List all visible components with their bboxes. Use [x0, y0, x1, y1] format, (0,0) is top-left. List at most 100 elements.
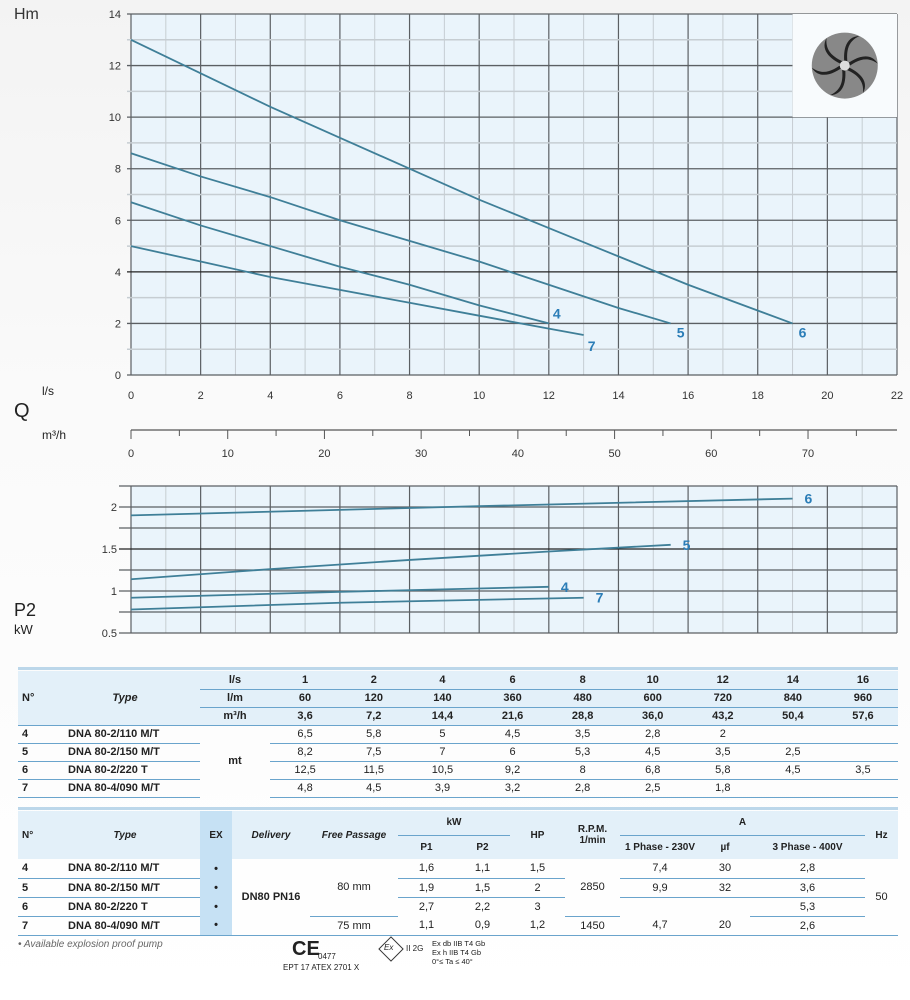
header-hp: HP: [510, 811, 565, 859]
m3h-tick-label: 60: [705, 448, 717, 460]
header-rpm: R.P.M. 1/min: [565, 811, 620, 859]
ex-line-1: Ex db IIB T4 Gb: [432, 939, 486, 948]
specs-table: N° Type EX Delivery Free Passage kW HP R.P.M. 1/…: [18, 811, 898, 936]
row-uf: 30: [700, 859, 750, 879]
y-tick-label: 12: [109, 61, 121, 73]
head-value: 6,5: [270, 725, 341, 744]
head-value: 4,5: [340, 779, 408, 798]
header-flow-value: 840: [757, 689, 828, 708]
unit-mt: mt: [228, 755, 242, 768]
free-passage-80: 80 mm: [337, 881, 371, 894]
header-1phase: 1 Phase - 230V: [620, 835, 700, 859]
header-unit: l/m: [200, 689, 270, 708]
m3h-tick-label: 70: [802, 448, 814, 460]
table-row: 5 DNA 80-2/150 M/T 8,2 7,5 7 6 5,3 4,5 3,5 2,5: [18, 743, 898, 762]
head-value: 4,8: [270, 779, 341, 798]
head-value: [827, 779, 898, 798]
row-hp: 1,5: [510, 859, 565, 879]
row-3phase-amps: 2,8: [750, 859, 865, 879]
head-value: 2,8: [547, 779, 618, 798]
head-value: [757, 779, 828, 798]
header-flow-value: 8: [547, 671, 618, 690]
hq-curve-label-4: 4: [553, 305, 561, 321]
y-unit-kw: kW: [14, 622, 33, 637]
ex-line-3: 0°≤ Ta ≤ 40°: [432, 957, 473, 966]
header-flow-value: 36,0: [617, 707, 688, 726]
atex-certificate: EPT 17 ATEX 2701 X: [283, 963, 360, 972]
hq-curve-label-6: 6: [799, 324, 807, 340]
head-value: [827, 725, 898, 744]
rpm-2850: 2850: [580, 881, 605, 894]
table-row: 5 DNA 80-2/150 M/T • 1,9 1,5 2 9,9 32 3,6: [18, 878, 898, 898]
ex-mark: Ex: [384, 943, 394, 952]
header-flow-value: 120: [340, 689, 408, 708]
head-value: [757, 725, 828, 744]
row-1phase-amps: [620, 897, 700, 916]
table-row: 6 DNA 80-2/220 T • 2,7 2,2 3 5,3: [18, 897, 898, 917]
row-uf: 32: [700, 878, 750, 898]
header-flow-value: 21,6: [477, 707, 548, 726]
m3h-tick-label: 0: [128, 448, 134, 460]
row-hp: 2: [510, 878, 565, 898]
head-value: 7,5: [340, 743, 408, 762]
header-type: Type: [50, 811, 200, 859]
row-type: DNA 80-2/150 M/T: [50, 743, 200, 762]
x-tick-label: 4: [267, 390, 273, 402]
row-no: 7: [18, 779, 50, 798]
head-value: [827, 743, 898, 762]
hq-curve-6: [130, 38, 793, 325]
table-top-rule: [18, 667, 898, 670]
row-no: 6: [18, 897, 50, 917]
impeller-hub: [839, 60, 850, 71]
p2-curve-label-6: 6: [805, 491, 813, 507]
m3h-tick-label: 10: [222, 448, 234, 460]
header-ex: EX: [200, 811, 232, 859]
hq-curve-4: [130, 201, 550, 325]
row-type: DNA 80-4/090 M/T: [50, 916, 200, 936]
row-p2: 1,1: [455, 859, 510, 879]
header-row: l/m 60 120 140 360 480 600 720 840 960: [18, 689, 898, 708]
row-uf: [700, 897, 750, 916]
header-flow-value: 480: [547, 689, 618, 708]
header-no: N°: [18, 811, 50, 859]
header-kw: kW: [398, 811, 510, 836]
header-flow-value: 6: [477, 671, 548, 690]
hq-curve-5: [130, 152, 671, 325]
header-flow-value: 960: [827, 689, 898, 708]
head-value: 5,8: [687, 761, 758, 780]
header-flow-value: 3,6: [270, 707, 341, 726]
header-uf: µf: [700, 835, 750, 859]
row-uf: 20: [700, 916, 750, 936]
head-value: 8,2: [270, 743, 341, 762]
head-value: 1,8: [687, 779, 758, 798]
head-value: 9,2: [477, 761, 548, 780]
header-flow-value: 12: [687, 671, 758, 690]
row-p1: 1,6: [398, 859, 455, 879]
p2-curve-6: [130, 497, 793, 517]
p2-curve-4: [130, 585, 549, 599]
m3h-tick-label: 30: [415, 448, 427, 460]
row-hp: 1,2: [510, 916, 565, 936]
head-value: 12,5: [270, 761, 341, 780]
head-value: 2: [687, 725, 758, 744]
y-axis-label-hm: Hm: [14, 6, 39, 23]
m3h-tick-label: 50: [608, 448, 620, 460]
head-value: 5,8: [340, 725, 408, 744]
table-row: 7 DNA 80-4/090 M/T • 75 mm 1,1 0,9 1,2 1450 4,7 2…: [18, 915, 898, 936]
head-value: 6,8: [617, 761, 688, 780]
table-divider: [18, 807, 898, 810]
header-hz: Hz: [865, 811, 898, 859]
header-delivery: Delivery: [232, 811, 310, 859]
row-3phase-amps: 2,6: [750, 916, 865, 936]
free-passage-75: 75 mm: [310, 915, 398, 936]
header-3phase: 3 Phase - 400V: [750, 835, 865, 859]
header-p2: P2: [455, 835, 510, 859]
x-tick-label: 0: [128, 390, 134, 402]
row-3phase-amps: 3,6: [750, 878, 865, 898]
header-no: N°: [18, 671, 50, 726]
x-tick-label: 20: [821, 390, 833, 402]
row-no: 5: [18, 743, 50, 762]
row-type: DNA 80-2/110 M/T: [50, 725, 200, 744]
row-no: 4: [18, 725, 50, 744]
